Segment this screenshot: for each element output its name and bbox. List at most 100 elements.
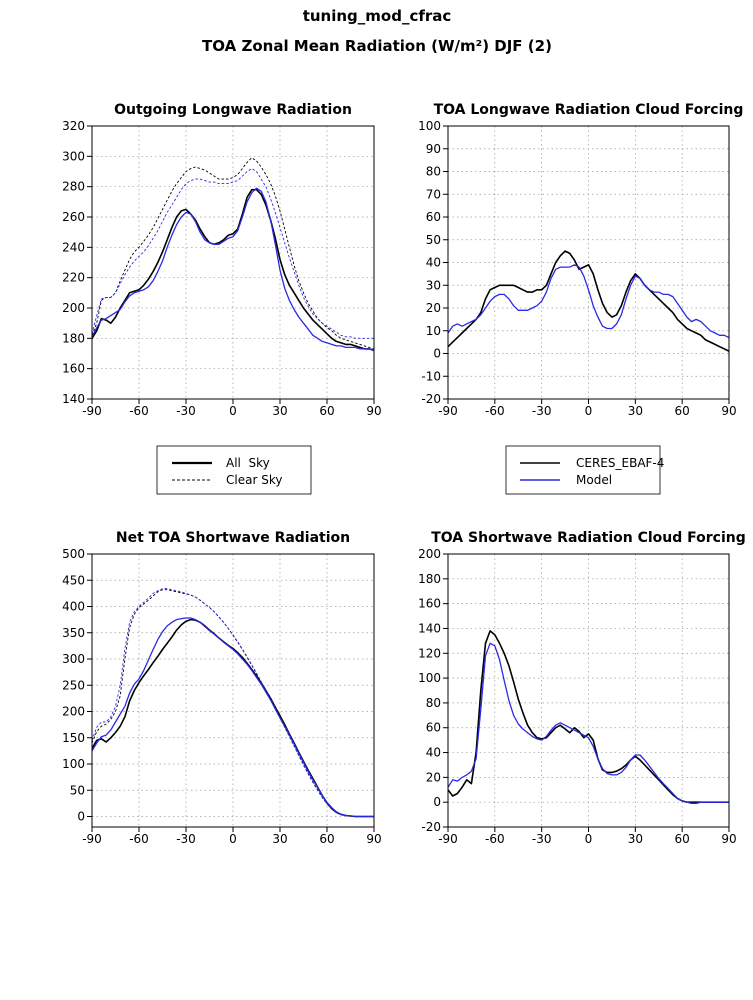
x-tick-label: -60 — [129, 832, 149, 846]
x-tick-label: 30 — [628, 832, 643, 846]
x-tick-label: -90 — [82, 832, 102, 846]
series-line-ceres-ebaf-4-clear-sky — [92, 157, 374, 350]
y-tick-label: 160 — [62, 362, 85, 376]
series-line-ceres-ebaf-4 — [448, 250, 729, 352]
y-tick-label: -10 — [421, 369, 441, 383]
x-tick-label: 90 — [366, 404, 381, 418]
y-tick-label: 450 — [62, 573, 85, 587]
y-tick-label: 30 — [426, 278, 441, 292]
series-line-model — [448, 642, 729, 805]
panel-title: TOA Longwave Radiation Cloud Forcing — [434, 102, 744, 118]
x-tick-label: 90 — [721, 832, 736, 846]
series-group — [448, 630, 729, 805]
y-tick-label: 50 — [70, 783, 85, 797]
figure-subtitle: TOA Zonal Mean Radiation (W/m²) DJF (2) — [202, 37, 552, 55]
x-tick-label: -90 — [438, 832, 458, 846]
x-tick-label: -30 — [532, 404, 552, 418]
y-tick-label: 40 — [426, 256, 441, 270]
x-tick-label: 0 — [229, 832, 237, 846]
panel-title: Net TOA Shortwave Radiation — [116, 530, 350, 546]
x-tick-label: 0 — [585, 832, 593, 846]
y-tick-label: 180 — [418, 572, 441, 586]
x-tick-label: 30 — [272, 832, 287, 846]
y-tick-label: 50 — [426, 233, 441, 247]
x-tick-label: -60 — [485, 832, 505, 846]
x-tick-label: -90 — [82, 404, 102, 418]
y-tick-label: 220 — [62, 271, 85, 285]
legend-sky-type: All Sky Clear Sky — [156, 445, 312, 495]
y-tick-label: 200 — [62, 705, 85, 719]
y-tick-label: 80 — [426, 696, 441, 710]
legend-source: CERES_EBAF-4 Model — [505, 445, 664, 495]
x-tick-label: 90 — [366, 832, 381, 846]
panel-title: Outgoing Longwave Radiation — [114, 102, 352, 118]
series-group — [92, 157, 374, 352]
figure-title: tuning_mod_cfrac — [303, 7, 452, 25]
y-tick-label: 10 — [426, 324, 441, 338]
x-tick-label: 90 — [721, 404, 736, 418]
legend-source-box — [505, 445, 661, 495]
panel-olr: Outgoing Longwave Radiation -90 -60 -30 0 30 6… — [62, 102, 382, 418]
y-tick-label: 160 — [418, 597, 441, 611]
series-line-model — [448, 264, 729, 339]
x-tick-label: 0 — [229, 404, 237, 418]
y-tick-label: 240 — [62, 240, 85, 254]
y-tick-label: 60 — [426, 721, 441, 735]
series-line-ceres-ebaf-4 — [92, 188, 374, 352]
legend-obs-label: CERES_EBAF-4 — [576, 456, 664, 470]
y-tick-label: 20 — [426, 770, 441, 784]
y-tick-label: 100 — [62, 757, 85, 771]
y-tick-label: 300 — [62, 149, 85, 163]
x-tick-label: -90 — [438, 404, 458, 418]
panel-sw-cloud-forcing: TOA Shortwave Radiation Cloud Forcing -90… — [418, 530, 746, 846]
panel-net-sw: Net TOA Shortwave Radiation -90 -60 -30 0 30 6… — [62, 530, 382, 846]
y-tick-label: 90 — [426, 142, 441, 156]
y-tick-label: 500 — [62, 547, 85, 561]
legend-sky-type-box — [156, 445, 312, 495]
y-tick-label: 70 — [426, 187, 441, 201]
y-tick-label: 0 — [433, 795, 441, 809]
y-tick-label: 150 — [62, 731, 85, 745]
y-tick-label: 250 — [62, 678, 85, 692]
y-tick-label: 200 — [62, 301, 85, 315]
legend-all-sky-label: All Sky — [226, 456, 270, 470]
y-tick-label: 320 — [62, 119, 85, 133]
panel-title: TOA Shortwave Radiation Cloud Forcing — [431, 530, 746, 546]
x-tick-label: -60 — [485, 404, 505, 418]
series-line-model — [92, 617, 374, 818]
x-tick-label: 0 — [585, 404, 593, 418]
y-tick-label: 100 — [418, 119, 441, 133]
x-tick-label: 60 — [675, 404, 690, 418]
y-tick-label: 20 — [426, 301, 441, 315]
y-tick-label: 40 — [426, 746, 441, 760]
y-tick-label: 180 — [62, 331, 85, 345]
x-tick-label: 30 — [628, 404, 643, 418]
y-tick-label: 200 — [418, 547, 441, 561]
x-tick-label: 60 — [319, 832, 334, 846]
y-tick-label: -20 — [421, 820, 441, 834]
x-tick-label: -30 — [532, 832, 552, 846]
series-line-model-clear-sky — [92, 168, 374, 339]
series-group — [448, 250, 729, 352]
series-line-model-clear-sky — [92, 588, 374, 817]
y-tick-label: 300 — [62, 652, 85, 666]
x-tick-label: 60 — [319, 404, 334, 418]
x-tick-label: 30 — [272, 404, 287, 418]
panel-lw-cloud-forcing: TOA Longwave Radiation Cloud Forcing -90 -… — [418, 102, 743, 418]
series-line-model — [92, 187, 374, 352]
series-group — [92, 588, 374, 818]
y-tick-label: 260 — [62, 210, 85, 224]
x-tick-label: -60 — [129, 404, 149, 418]
y-tick-label: 0 — [77, 810, 85, 824]
legend-clear-sky-label: Clear Sky — [226, 473, 282, 487]
x-tick-label: -30 — [176, 832, 196, 846]
y-tick-label: 100 — [418, 671, 441, 685]
y-tick-label: 80 — [426, 165, 441, 179]
y-tick-label: 140 — [418, 621, 441, 635]
y-tick-label: 140 — [62, 392, 85, 406]
y-tick-label: 350 — [62, 626, 85, 640]
x-tick-label: -30 — [176, 404, 196, 418]
y-tick-label: 280 — [62, 180, 85, 194]
legend-model-label: Model — [576, 473, 612, 487]
